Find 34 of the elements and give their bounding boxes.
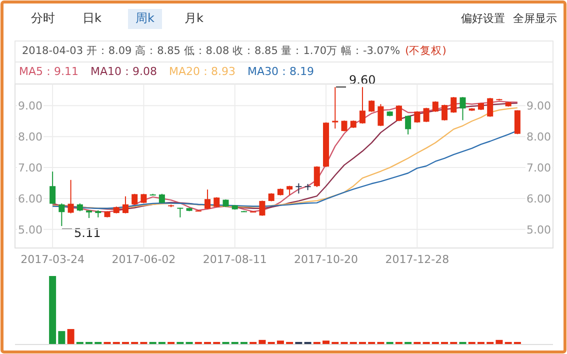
bar [67, 329, 74, 344]
y-tick-label: 9.00 [18, 100, 42, 113]
y2-tick-label: 7.00 [526, 162, 551, 175]
x-tick-label: 2017-12-28 [385, 253, 450, 266]
text: MA5：9.11 [19, 65, 79, 78]
x-tick-label: 2017-08-11 [202, 253, 267, 266]
bar [49, 276, 56, 344]
text: 日k [82, 11, 102, 25]
x-tick-label: 2017-10-20 [294, 253, 358, 266]
text: MA20：8.93 [169, 65, 236, 78]
bar [322, 340, 330, 344]
bar [496, 340, 503, 344]
y2-tick-label: 8.00 [526, 130, 551, 144]
y2-tick-label: 9.00 [526, 100, 551, 113]
text: 偏好设置 [461, 12, 505, 25]
y-tick-label: 7.00 [18, 162, 42, 175]
y-tick-label: 8.00 [18, 130, 42, 144]
text: 周k [136, 11, 155, 25]
text: (不复权) [405, 45, 446, 57]
text: 月k [184, 11, 204, 25]
text: 全屏显示 [513, 12, 557, 25]
y-tick-label: 5.00 [18, 223, 42, 236]
y2-tick-label: 5.00 [526, 223, 551, 236]
y-tick-label: 6.00 [18, 192, 42, 206]
x-tick-label: 2017-06-02 [112, 253, 176, 266]
bar [276, 340, 284, 344]
x-tick-label: 2017-03-24 [20, 253, 85, 266]
text: MA10：9.08 [90, 65, 158, 78]
text: 分时 [31, 11, 55, 25]
y2-tick-label: 6.00 [526, 192, 551, 206]
text: MA30：8.19 [248, 65, 314, 78]
text: 2018-04-03 开：8.09 高：8.85 低：8.08 收：8.85 量：1.70万 幅：-3.07% [22, 44, 400, 57]
bar [258, 340, 266, 344]
bar [58, 331, 66, 344]
